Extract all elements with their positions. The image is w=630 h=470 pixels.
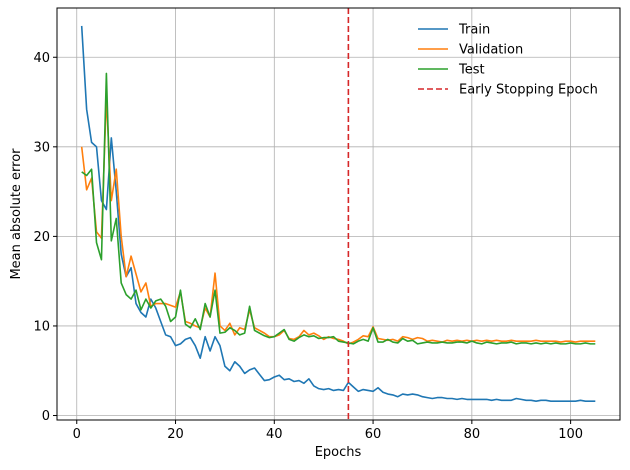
- legend-label: Test: [458, 63, 485, 78]
- x-tick-label: 60: [365, 427, 382, 442]
- axes: 0 20 40 60 80 100 0 10 20 30 40: [33, 7, 621, 442]
- x-tick-label: 100: [558, 427, 583, 442]
- series-line-train: [80, 25, 596, 402]
- y-tick-label: 40: [33, 51, 50, 66]
- plot-frame: [56, 7, 621, 421]
- x-axis-label: Epochs: [315, 445, 362, 460]
- legend-label: Train: [458, 23, 490, 38]
- x-tick-label: 80: [464, 427, 481, 442]
- y-axis-label: Mean absolute error: [9, 148, 24, 280]
- series-line-test: [81, 72, 596, 345]
- y-tick-label: 20: [33, 230, 50, 245]
- y-tick-label: 30: [33, 140, 50, 155]
- x-tick-label: 0: [73, 427, 81, 442]
- x-tick-label: 40: [266, 427, 283, 442]
- y-tick-label: 10: [33, 319, 50, 334]
- y-tick-label: 0: [42, 409, 50, 424]
- series-line-validation: [80, 96, 596, 345]
- x-tick-label: 20: [167, 427, 184, 442]
- legend: Train Validation Test Early Stopping Epoch: [418, 23, 598, 98]
- plot-lines: [80, 8, 596, 420]
- legend-label: Early Stopping Epoch: [459, 83, 598, 98]
- grid: [57, 8, 620, 420]
- legend-label: Validation: [459, 43, 523, 58]
